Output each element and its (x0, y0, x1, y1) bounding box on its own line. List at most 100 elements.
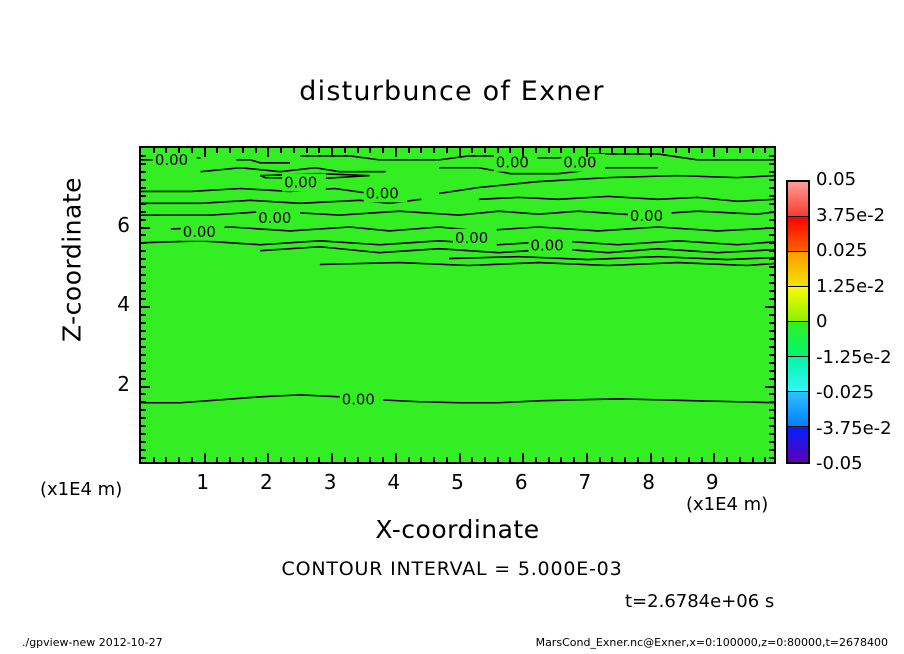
x-axis-minor-tick (471, 148, 474, 153)
x-axis-minor-tick (190, 457, 193, 462)
y-axis-minor-tick (769, 194, 774, 197)
y-axis-minor-tick (141, 186, 146, 189)
x-axis-minor-tick (280, 148, 283, 153)
y-axis-minor-tick (769, 298, 774, 301)
y-axis-minor-tick (141, 433, 146, 436)
x-axis-minor-tick (687, 457, 690, 462)
x-axis-major-tick (649, 453, 652, 462)
page-title: disturbunce of Exner (299, 76, 605, 107)
y-axis-major-tick (141, 306, 150, 308)
y-axis-minor-tick (141, 266, 146, 269)
x-axis-minor-tick (624, 457, 627, 462)
x-axis-minor-tick (216, 148, 219, 153)
x-axis-minor-tick (445, 457, 448, 462)
x-axis-tick-label: 6 (514, 470, 528, 494)
y-axis-minor-tick (141, 425, 146, 428)
x-axis-tick-label: 4 (387, 470, 401, 494)
x-axis-minor-tick (534, 148, 537, 153)
x-axis-minor-tick (573, 457, 576, 462)
colorbar-band-3 (788, 287, 808, 322)
x-axis-minor-tick (254, 457, 257, 462)
x-axis-minor-tick (165, 457, 168, 462)
y-axis-minor-tick (141, 218, 146, 221)
x-axis-minor-tick (292, 148, 295, 153)
x-axis-major-tick (713, 148, 716, 157)
y-axis-tick-label: 2 (117, 371, 130, 396)
colorbar-band-5 (788, 357, 808, 392)
y-axis-minor-tick (769, 377, 774, 380)
x-axis-major-tick (649, 148, 652, 157)
x-axis-major-tick (522, 148, 525, 157)
y-axis-minor-tick (141, 353, 146, 356)
x-axis-minor-tick (254, 148, 257, 153)
footer-command-text: ./gpview-new 2012-10-27 (22, 636, 163, 649)
y-axis-minor-tick (141, 361, 146, 364)
y-axis-minor-tick (141, 274, 146, 277)
x-axis-tick-label: 5 (451, 470, 464, 494)
x-axis-minor-tick (165, 148, 168, 153)
y-axis-minor-tick (141, 313, 146, 316)
x-axis-major-tick (394, 453, 397, 462)
x-axis-minor-tick (700, 148, 703, 153)
x-axis-minor-tick (382, 148, 385, 153)
x-axis-minor-tick (407, 148, 410, 153)
colorbar-tick-label: 0 (816, 311, 828, 332)
x-axis-minor-tick (598, 148, 601, 153)
contour-label: 0.00 (366, 184, 399, 202)
x-axis-tick-label: 3 (323, 470, 337, 494)
x-axis-title: X-coordinate (375, 515, 540, 544)
contour-label: 0.00 (630, 207, 663, 225)
y-axis-minor-tick (141, 258, 146, 261)
y-axis-minor-tick (141, 210, 146, 213)
y-axis-minor-tick (141, 377, 146, 380)
x-axis-minor-tick (229, 148, 232, 153)
x-axis-minor-tick (662, 148, 665, 153)
y-axis-minor-tick (769, 401, 774, 404)
y-axis-minor-tick (141, 401, 146, 404)
x-axis-minor-tick (636, 457, 639, 462)
x-axis-minor-tick (726, 457, 729, 462)
y-axis-minor-tick (141, 290, 146, 293)
y-axis-minor-tick (141, 282, 146, 285)
x-axis-minor-tick (675, 148, 678, 153)
y-axis-minor-tick (769, 234, 774, 237)
y-axis-minor-tick (769, 242, 774, 245)
y-axis-minor-tick (141, 298, 146, 301)
x-axis-major-tick (331, 148, 334, 157)
x-axis-tick-label: 2 (260, 470, 273, 494)
y-axis-major-tick (765, 306, 774, 308)
y-axis-minor-tick (141, 162, 146, 165)
timestamp-text: t=2.6784e+06 s (625, 591, 775, 612)
colorbar-tick-label: -0.025 (816, 382, 875, 403)
y-axis-minor-tick (769, 393, 774, 396)
colorbar-tick-label: 1.25e-2 (816, 275, 886, 297)
x-axis-minor-tick (534, 457, 537, 462)
y-axis-minor-tick (769, 345, 774, 348)
y-axis-minor-tick (769, 361, 774, 364)
y-axis-minor-tick (141, 449, 146, 452)
y-axis-major-tick (765, 385, 774, 388)
x-axis-minor-tick (687, 148, 690, 153)
contour-plot-area[interactable]: 0.00 0.00 0.00 0.00 0.00 0.00 0.00 0.00 … (139, 146, 776, 464)
y-axis-minor-tick (769, 266, 774, 269)
colorbar[interactable] (786, 180, 810, 464)
y-axis-major-tick (765, 226, 774, 229)
x-axis-minor-tick (382, 457, 385, 462)
y-axis-minor-tick (141, 393, 146, 396)
y-axis-minor-tick (769, 274, 774, 277)
x-axis-minor-tick (547, 457, 550, 462)
x-axis-minor-tick (598, 457, 601, 462)
x-axis-minor-tick (152, 148, 155, 153)
y-axis-minor-tick (769, 210, 774, 213)
y-axis-minor-tick (769, 170, 774, 173)
y-axis-minor-tick (769, 218, 774, 221)
contour-label: 0.00 (455, 229, 488, 247)
x-axis-minor-tick (611, 148, 614, 153)
y-axis-minor-tick (141, 170, 146, 173)
x-axis-minor-tick (764, 457, 767, 462)
x-axis-major-tick (267, 148, 270, 157)
y-axis-minor-tick (141, 457, 146, 460)
x-axis-minor-tick (369, 148, 372, 153)
x-axis-minor-tick (178, 457, 181, 462)
x-axis-tick-label: 7 (578, 470, 592, 494)
